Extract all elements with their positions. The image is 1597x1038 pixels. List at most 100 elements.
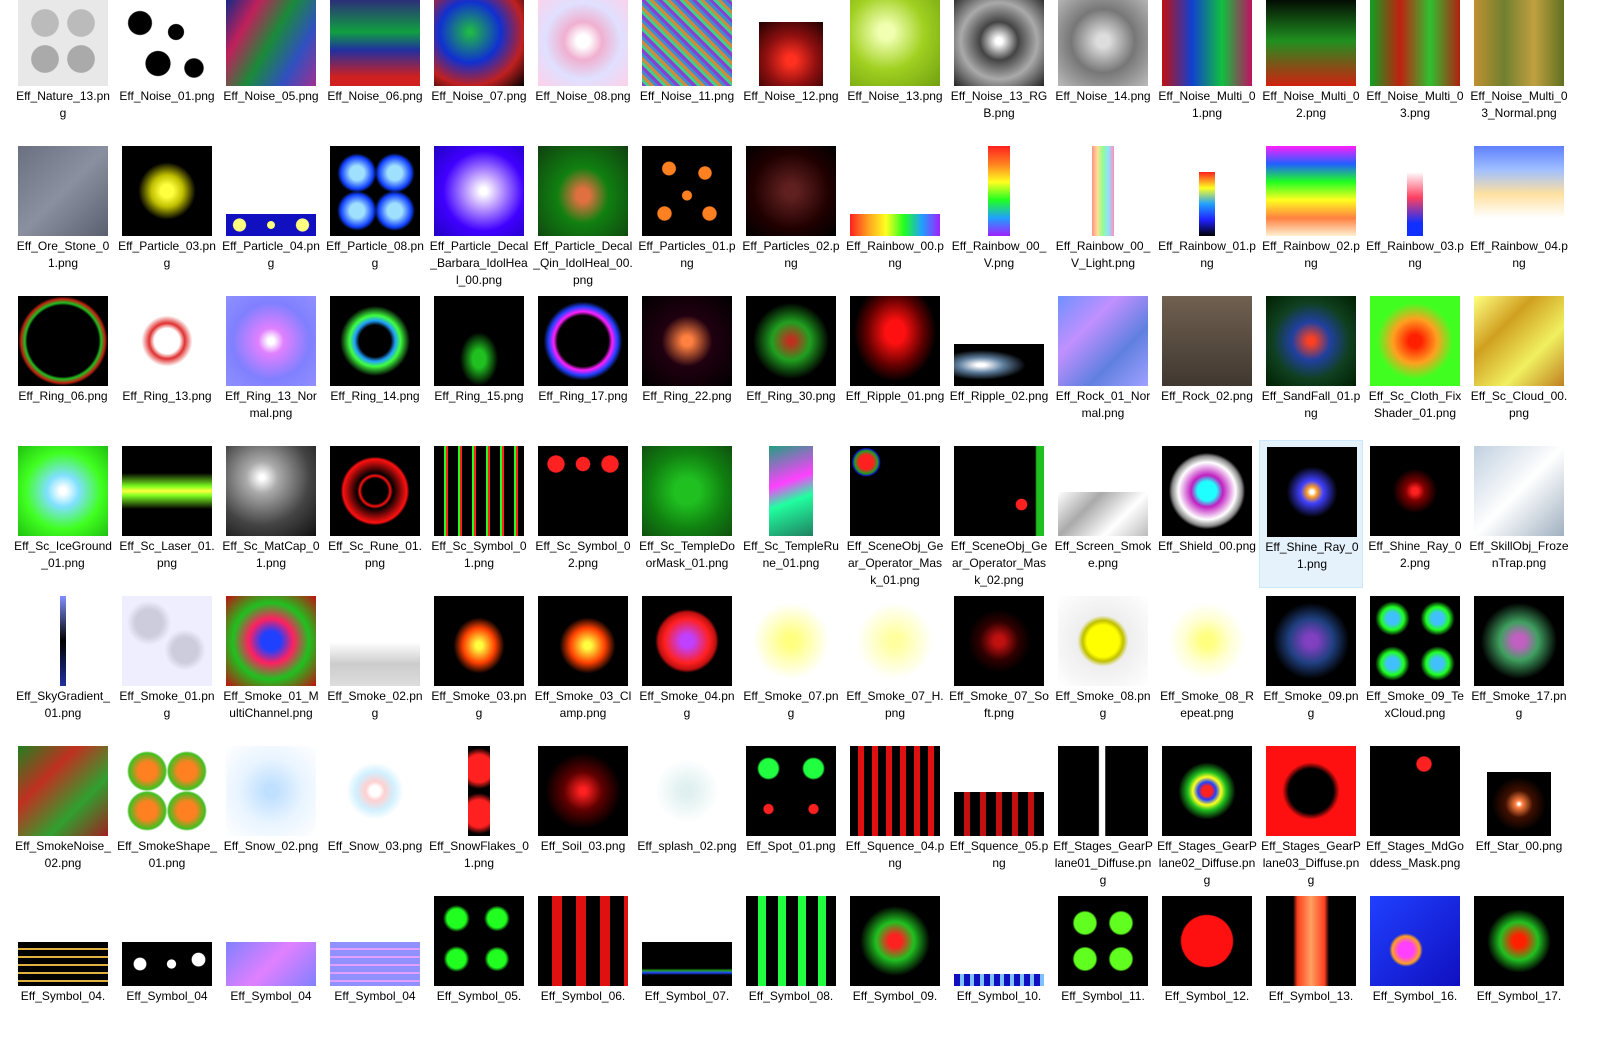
file-item[interactable]: Eff_Noise_12.png <box>739 0 843 138</box>
file-item[interactable]: Eff_Spot_01.png <box>739 740 843 888</box>
file-item[interactable]: Eff_Ring_22.png <box>635 290 739 438</box>
file-item[interactable]: Eff_Star_00.png <box>1467 740 1571 888</box>
file-item[interactable]: Eff_Noise_08.png <box>531 0 635 138</box>
file-item[interactable]: Eff_Sc_MatCap_01.png <box>219 440 323 588</box>
file-item[interactable]: Eff_Rainbow_02.png <box>1259 140 1363 288</box>
file-item[interactable]: Eff_Rainbow_01.png <box>1155 140 1259 288</box>
file-item[interactable]: Eff_Symbol_09. <box>843 890 947 1038</box>
file-item[interactable]: Eff_Stages_MdGoddess_Mask.png <box>1363 740 1467 888</box>
file-item[interactable]: Eff_Particle_Decal_Qin_IdolHeal_00.png <box>531 140 635 288</box>
file-item[interactable]: Eff_Ring_17.png <box>531 290 635 438</box>
file-item[interactable]: Eff_Stages_GearPlane03_Diffuse.png <box>1259 740 1363 888</box>
file-item[interactable]: Eff_Noise_Multi_03.png <box>1363 0 1467 138</box>
file-item[interactable]: Eff_Smoke_09_TexCloud.png <box>1363 590 1467 738</box>
file-item[interactable]: Eff_Noise_01.png <box>115 0 219 138</box>
file-item[interactable]: Eff_Snow_02.png <box>219 740 323 888</box>
file-item[interactable]: Eff_Ring_14.png <box>323 290 427 438</box>
file-item[interactable]: Eff_SceneObj_Gear_Operator_Mask_02.png <box>947 440 1051 588</box>
file-item[interactable]: Eff_Smoke_01_MultiChannel.png <box>219 590 323 738</box>
file-item[interactable]: Eff_Shine_Ray_01.png <box>1259 440 1363 588</box>
file-item[interactable]: Eff_Smoke_03_Clamp.png <box>531 590 635 738</box>
file-item[interactable]: Eff_Symbol_06. <box>531 890 635 1038</box>
file-item[interactable]: Eff_Smoke_04.png <box>635 590 739 738</box>
file-item[interactable]: Eff_splash_02.png <box>635 740 739 888</box>
file-item[interactable]: Eff_Stages_GearPlane01_Diffuse.png <box>1051 740 1155 888</box>
file-item[interactable]: Eff_Ring_06.png <box>11 290 115 438</box>
file-item[interactable]: Eff_Sc_TempleDoorMask_01.png <box>635 440 739 588</box>
file-item[interactable]: Eff_Symbol_16. <box>1363 890 1467 1038</box>
file-item[interactable]: Eff_Noise_11.png <box>635 0 739 138</box>
file-item[interactable]: Eff_SkillObj_FrozenTrap.png <box>1467 440 1571 588</box>
file-item[interactable]: Eff_Snow_03.png <box>323 740 427 888</box>
file-item[interactable]: Eff_Symbol_17. <box>1467 890 1571 1038</box>
file-item[interactable]: Eff_Symbol_04 <box>115 890 219 1038</box>
file-item[interactable]: Eff_Smoke_08_Repeat.png <box>1155 590 1259 738</box>
file-item[interactable]: Eff_Symbol_05. <box>427 890 531 1038</box>
file-item[interactable]: Eff_Particle_03.png <box>115 140 219 288</box>
file-item[interactable]: Eff_Symbol_08. <box>739 890 843 1038</box>
file-item[interactable]: Eff_Rock_02.png <box>1155 290 1259 438</box>
file-item[interactable]: Eff_Symbol_04 <box>323 890 427 1038</box>
file-item[interactable]: Eff_Ripple_01.png <box>843 290 947 438</box>
file-item[interactable]: Eff_Noise_14.png <box>1051 0 1155 138</box>
file-item[interactable]: Eff_Sc_Rune_01.png <box>323 440 427 588</box>
file-item[interactable]: Eff_SceneObj_Gear_Operator_Mask_01.png <box>843 440 947 588</box>
file-item[interactable]: Eff_Sc_Symbol_02.png <box>531 440 635 588</box>
file-item[interactable]: Eff_Rainbow_00_V_Light.png <box>1051 140 1155 288</box>
file-item[interactable]: Eff_Rock_01_Normal.png <box>1051 290 1155 438</box>
file-item[interactable]: Eff_Smoke_02.png <box>323 590 427 738</box>
file-item[interactable]: Eff_Particle_08.png <box>323 140 427 288</box>
file-item[interactable]: Eff_Soil_03.png <box>531 740 635 888</box>
file-item[interactable]: Eff_Sc_TempleRune_01.png <box>739 440 843 588</box>
file-item[interactable]: Eff_Shield_00.png <box>1155 440 1259 588</box>
file-item[interactable]: Eff_Ring_13_Normal.png <box>219 290 323 438</box>
file-item[interactable]: Eff_Smoke_07.png <box>739 590 843 738</box>
file-item[interactable]: Eff_Noise_05.png <box>219 0 323 138</box>
file-item[interactable]: Eff_Rainbow_00_V.png <box>947 140 1051 288</box>
file-item[interactable]: Eff_Ripple_02.png <box>947 290 1051 438</box>
file-item[interactable]: Eff_Rainbow_04.png <box>1467 140 1571 288</box>
file-item[interactable]: Eff_Noise_Multi_03_Normal.png <box>1467 0 1571 138</box>
file-item[interactable]: Eff_SmokeShape_01.png <box>115 740 219 888</box>
file-item[interactable]: Eff_Symbol_07. <box>635 890 739 1038</box>
file-item[interactable]: Eff_Squence_04.png <box>843 740 947 888</box>
file-item[interactable]: Eff_Noise_Multi_02.png <box>1259 0 1363 138</box>
file-item[interactable]: Eff_Rainbow_00.png <box>843 140 947 288</box>
file-item[interactable]: Eff_Shine_Ray_02.png <box>1363 440 1467 588</box>
file-item[interactable]: Eff_Ore_Stone_01.png <box>11 140 115 288</box>
file-item[interactable]: Eff_Squence_05.png <box>947 740 1051 888</box>
file-item[interactable]: Eff_Smoke_08.png <box>1051 590 1155 738</box>
file-item[interactable]: Eff_Sc_Symbol_01.png <box>427 440 531 588</box>
file-item[interactable]: Eff_Noise_06.png <box>323 0 427 138</box>
file-item[interactable]: Eff_Nature_13.png <box>11 0 115 138</box>
file-item[interactable]: Eff_Particle_Decal_Barbara_IdolHeal_00.p… <box>427 140 531 288</box>
file-item[interactable]: Eff_Screen_Smoke.png <box>1051 440 1155 588</box>
file-item[interactable]: Eff_Smoke_09.png <box>1259 590 1363 738</box>
file-item[interactable]: Eff_Symbol_04. <box>11 890 115 1038</box>
file-item[interactable]: Eff_Sc_IceGround_01.png <box>11 440 115 588</box>
file-item[interactable]: Eff_Smoke_07_H.png <box>843 590 947 738</box>
file-item[interactable]: Eff_Rainbow_03.png <box>1363 140 1467 288</box>
file-item[interactable]: Eff_Sc_Cloth_FixShader_01.png <box>1363 290 1467 438</box>
file-item[interactable]: Eff_Ring_15.png <box>427 290 531 438</box>
file-item[interactable]: Eff_Sc_Cloud_00.png <box>1467 290 1571 438</box>
file-item[interactable]: Eff_SkyGradient_01.png <box>11 590 115 738</box>
file-item[interactable]: Eff_Particles_01.png <box>635 140 739 288</box>
file-item[interactable]: Eff_Noise_Multi_01.png <box>1155 0 1259 138</box>
file-item[interactable]: Eff_SnowFlakes_01.png <box>427 740 531 888</box>
file-item[interactable]: Eff_Symbol_13. <box>1259 890 1363 1038</box>
file-item[interactable]: Eff_Symbol_10. <box>947 890 1051 1038</box>
file-item[interactable]: Eff_Stages_GearPlane02_Diffuse.png <box>1155 740 1259 888</box>
file-item[interactable]: Eff_Smoke_03.png <box>427 590 531 738</box>
file-item[interactable]: Eff_Smoke_01.png <box>115 590 219 738</box>
file-item[interactable]: Eff_Ring_13.png <box>115 290 219 438</box>
file-item[interactable]: Eff_Particle_04.png <box>219 140 323 288</box>
file-item[interactable]: Eff_SandFall_01.png <box>1259 290 1363 438</box>
file-item[interactable]: Eff_Ring_30.png <box>739 290 843 438</box>
file-item[interactable]: Eff_Smoke_17.png <box>1467 590 1571 738</box>
file-item[interactable]: Eff_Particles_02.png <box>739 140 843 288</box>
file-item[interactable]: Eff_Symbol_12. <box>1155 890 1259 1038</box>
file-item[interactable]: Eff_Noise_07.png <box>427 0 531 138</box>
file-item[interactable]: Eff_Symbol_04 <box>219 890 323 1038</box>
file-item[interactable]: Eff_Symbol_11. <box>1051 890 1155 1038</box>
